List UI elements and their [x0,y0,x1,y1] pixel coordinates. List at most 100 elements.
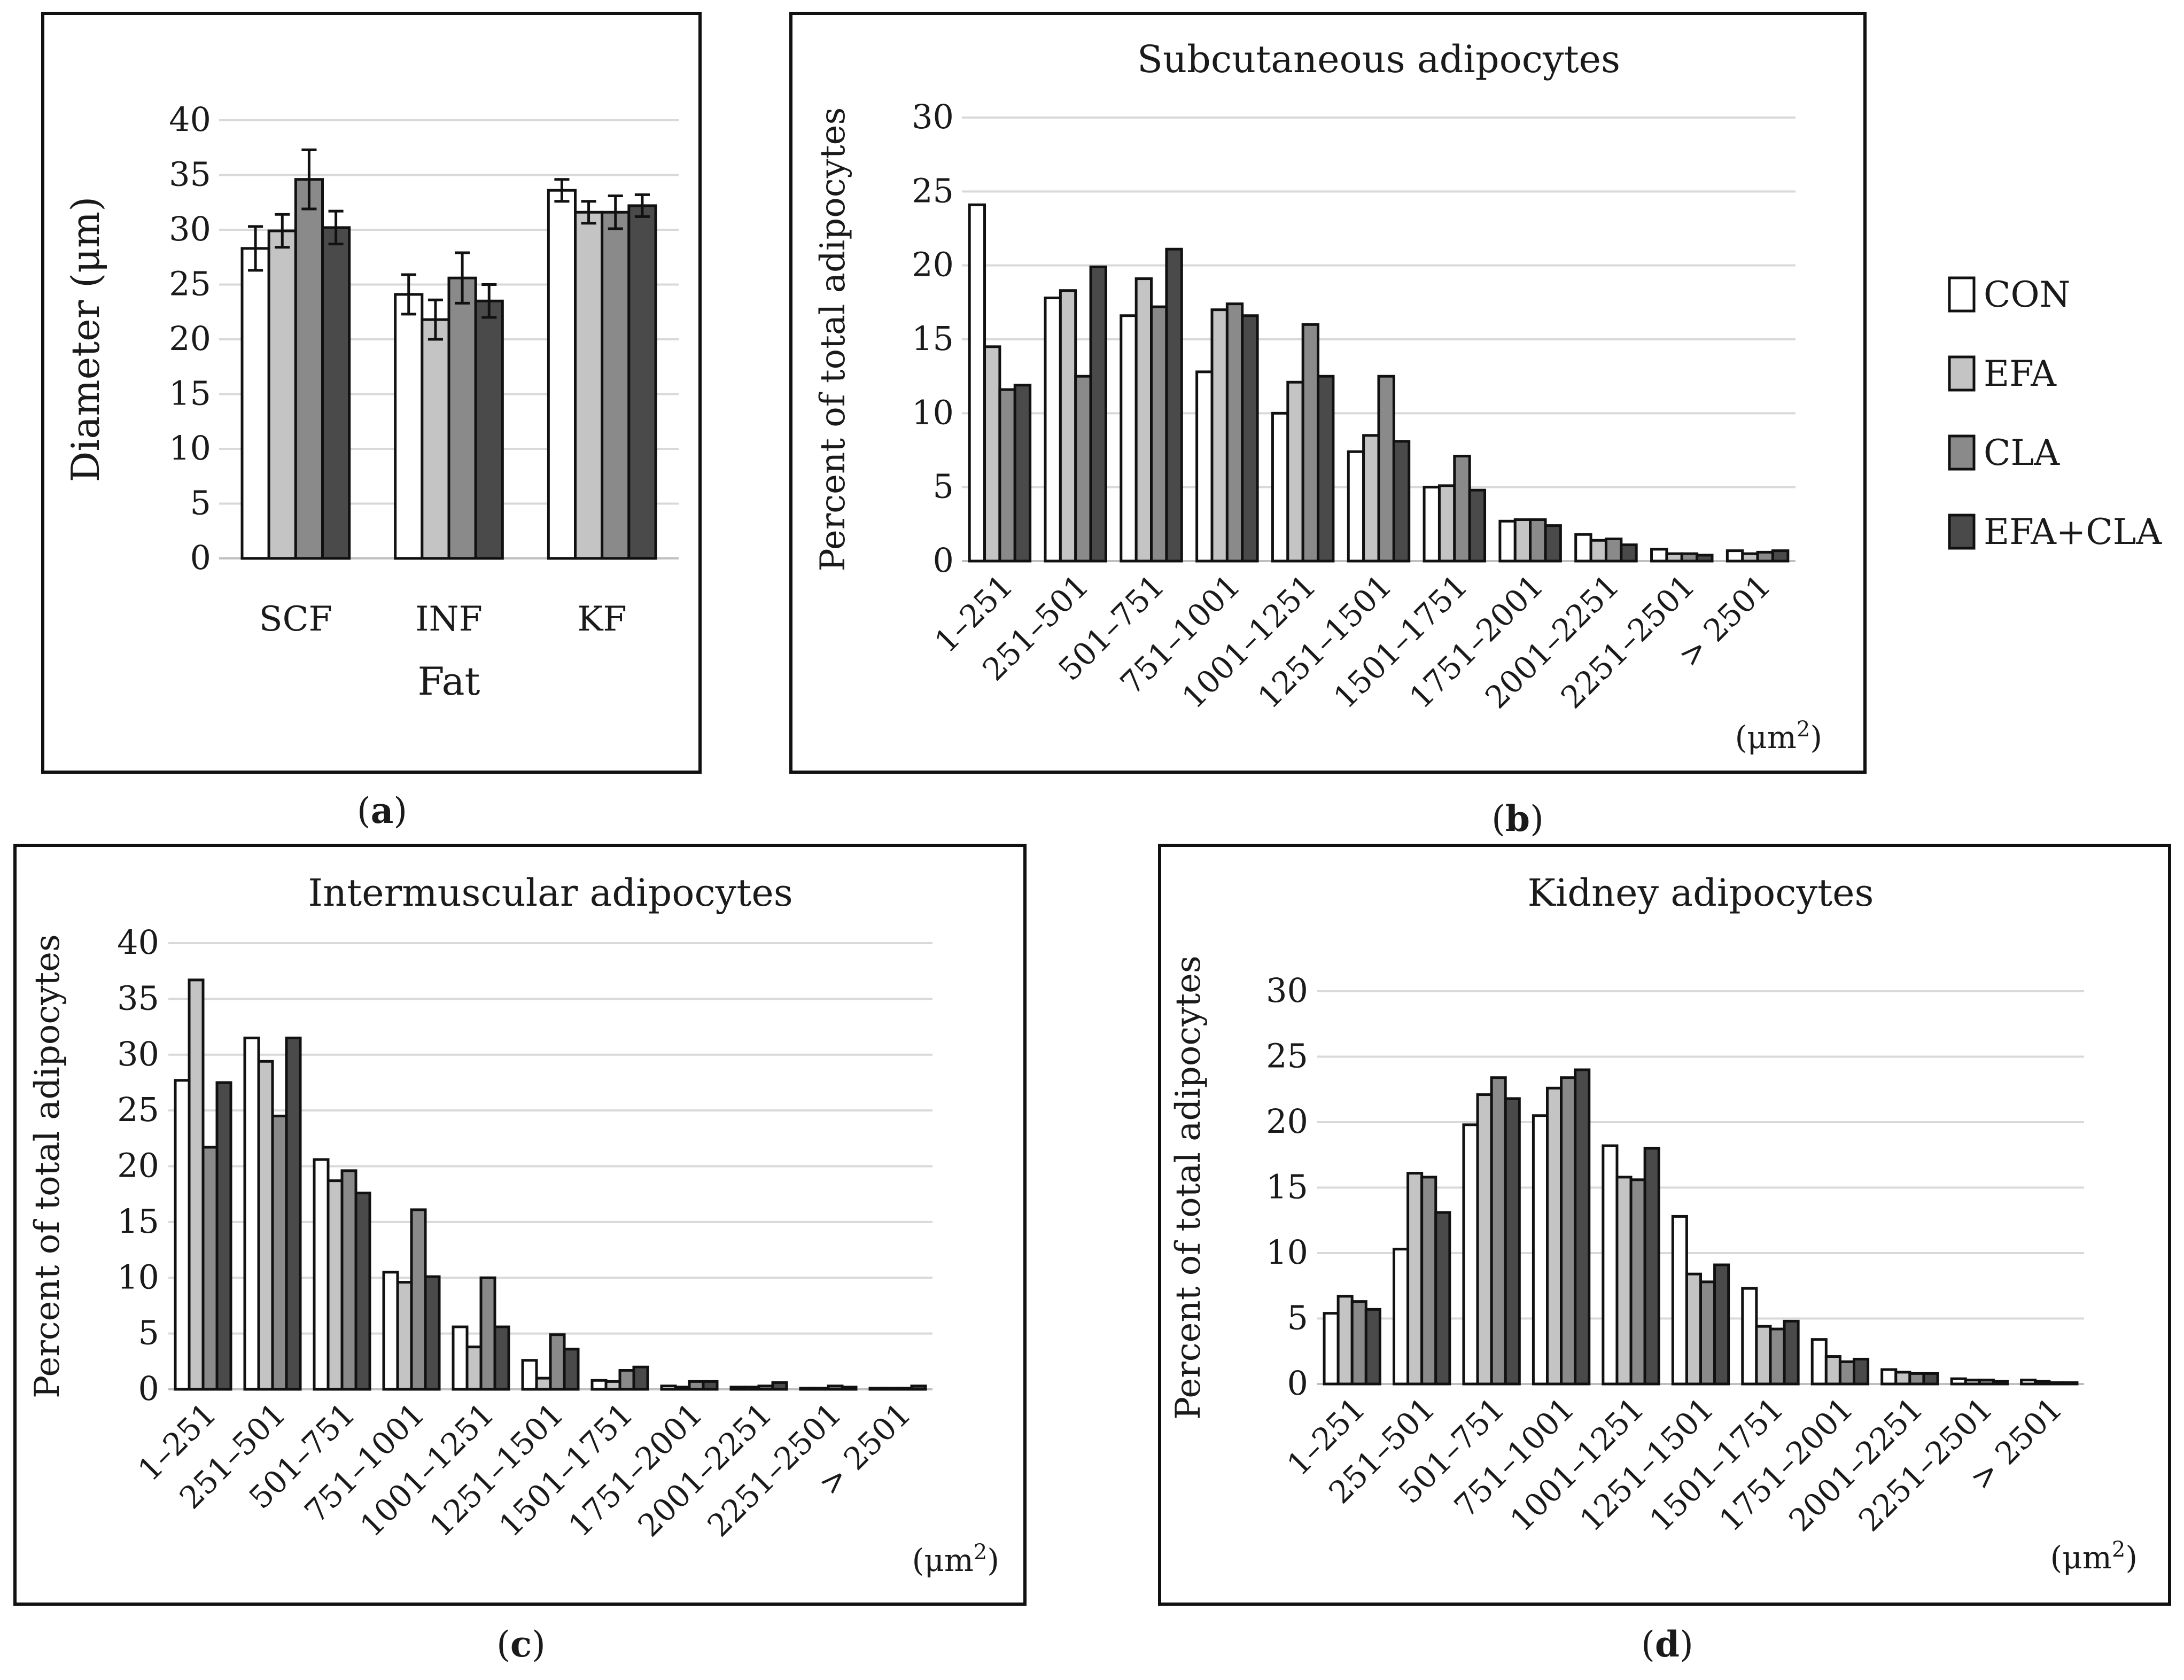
x-tick-label: KF [578,600,627,639]
bar-efa [267,229,297,560]
y-tick-label: 35 [169,155,211,194]
y-tick-label: 35 [117,978,159,1017]
bar-efa [396,1281,413,1391]
panel-caption: (b) [1491,798,1544,839]
bar-cla [1756,550,1774,563]
bar-cla [479,1276,496,1391]
legend-label: CLA [1984,432,2060,473]
y-tick-label: 30 [169,209,211,248]
y-tick-label: 20 [912,245,954,284]
bar-efa-cla [632,1365,649,1391]
legend: CON EFA CLA EFA+CLA [1948,274,2163,553]
bar-efa [674,1386,691,1391]
y-tick-label: 20 [117,1146,159,1185]
bar-efa-cla [563,1348,580,1391]
bar-cla [1453,455,1471,563]
error-bar [608,194,623,230]
y-tick-label: 15 [1266,1168,1308,1207]
bar-cla [1680,552,1699,563]
unit-label: (μm2) [2050,1537,2138,1576]
bar-efa-cla [1713,1263,1730,1386]
bar-cla [1908,1372,1925,1386]
bar-con [174,1079,191,1391]
y-tick-label: 25 [912,171,954,210]
y-tick-label: 10 [169,429,211,468]
y-tick-label: 30 [1266,971,1308,1010]
bar-efa [1824,1355,1841,1386]
y-tick-label: 5 [933,467,954,506]
error-bar [455,251,470,305]
bar-efa-cla [1696,554,1714,563]
legend-label: EFA [1984,353,2057,394]
bar-cla [1420,1176,1437,1386]
bar-con [1423,486,1441,563]
bar-efa [1964,1379,1981,1386]
bar-con [240,247,270,560]
bar-cla [757,1385,774,1391]
bar-efa [1546,1086,1563,1386]
panel-caption: (c) [496,1623,546,1665]
bar-efa [1336,1295,1354,1386]
bar-efa-cla [1504,1097,1521,1386]
bar-efa [1755,1325,1772,1386]
chart-panel-a: 0 5 10 15 20 25 30 35 40 Diameter (μm) SCF INF KF Fat… [41,12,702,831]
bar-efa [1589,539,1607,563]
error-bar [554,178,570,203]
error-bar [275,213,290,249]
legend-item-efa-cla: EFA+CLA [1948,511,2163,553]
bar-efa-cla [771,1381,788,1391]
error-bar [581,200,596,225]
bar-cla [896,1387,913,1391]
bar-efa-cla [1434,1211,1451,1386]
bar-efa [535,1376,552,1391]
bar-con [2020,1379,2037,1386]
y-tick-label: 25 [117,1090,159,1129]
bar-con [394,293,424,560]
chart-title: Intermuscular adipocytes [308,871,792,915]
bar-cla [294,178,324,560]
bar-efa-cla [1468,488,1487,563]
bar-cla [271,1115,288,1391]
bar-efa [1406,1172,1424,1386]
bar-cla [340,1169,357,1391]
legend-swatch [1948,434,1976,471]
bar-con [1498,519,1517,563]
y-tick-label: 30 [912,97,954,136]
bar-con [1044,297,1062,563]
bar-con [1120,314,1138,563]
unit-label: (μm2) [1735,717,1822,756]
legend-swatch [1948,276,1976,313]
bar-con [1671,1215,1688,1386]
bar-cla [601,211,631,560]
y-axis-label: Diameter (μm) [63,197,108,483]
y-axis-label: Percent of total adipocytes [28,934,67,1398]
bar-efa-cla [1089,265,1107,563]
bar-efa-cla [1574,1068,1591,1386]
bar-efa [574,211,604,560]
y-tick-label: 40 [117,923,159,962]
bar-con [313,1158,330,1391]
bar-cla [447,276,477,560]
bar-cla [1629,1178,1646,1386]
bar-efa [188,978,205,1391]
bar-con [1462,1123,1479,1386]
y-tick-label: 20 [169,319,211,358]
bar-efa-cla [474,299,504,560]
chart-panel-b: 0 5 10 15 20 25 30 Subcutaneous adipocytes Perce… [789,12,1867,839]
bar-efa [1437,484,1456,563]
chart-panel-c: 0 5 10 15 20 25 30 35 40 Intermuscular adipocytes… [13,844,1027,1665]
bar-efa-cla [321,226,351,560]
y-tick-label: 15 [912,319,954,358]
legend-item-cla: CLA [1948,432,2060,473]
bar-efa-cla [1783,1319,1800,1386]
bar-cla [827,1385,844,1391]
unit-label: (μm2) [912,1540,999,1578]
bar-efa [327,1179,344,1391]
bar-cla [1150,305,1168,563]
bar-efa-cla [424,1275,441,1391]
bar-efa [1665,552,1683,563]
y-tick-label: 5 [1287,1298,1308,1337]
bar-cla [688,1380,705,1391]
y-tick-label: 0 [1287,1364,1308,1403]
bar-efa [1286,380,1304,563]
